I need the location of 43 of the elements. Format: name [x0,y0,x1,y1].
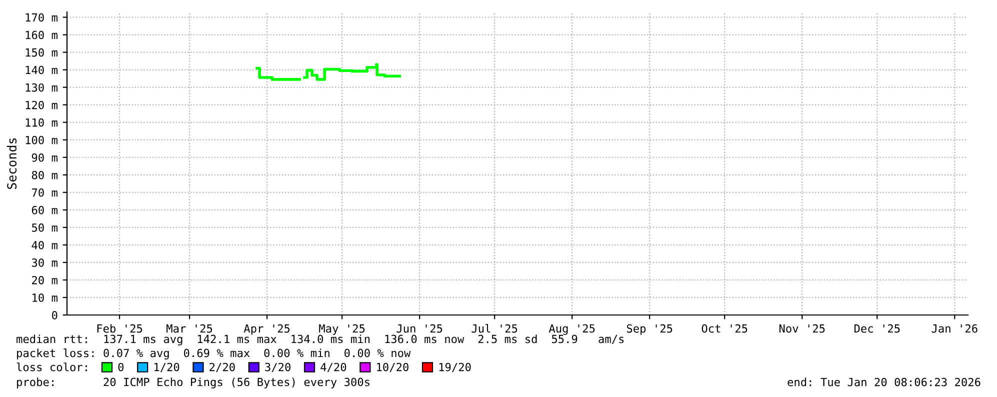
y-tick-label: 160 m [26,30,58,40]
y-tick-label: 120 m [26,100,58,110]
y-tick-label: 10 m [32,293,58,302]
x-tick-label: Sep '25 [626,324,672,335]
x-tick-label: Dec '25 [854,324,900,333]
y-tick-label: 130 m [26,83,58,92]
legend-label: 3/20 [265,362,290,372]
legend-label: 2/20 [210,362,235,372]
y-tick-label: 80 m [32,170,58,180]
y-tick-label: 0 [52,311,58,320]
x-tick-label: Nov '25 [779,324,825,333]
y-tick-label: 70 m [32,188,58,197]
legend-label: 10/20 [377,362,408,372]
y-tick-label: 170 m [26,13,58,22]
legend-label: 4/20 [320,362,346,372]
legend-label: 19/20 [439,362,471,372]
y-tick-label: 100 m [26,136,58,144]
legend-label: 0 [118,362,124,372]
x-tick-label: Aug '25 [548,324,595,335]
y-tick-label: 110 m [26,118,58,127]
x-tick-label: Feb '25 [97,324,142,333]
y-tick-label: 40 m [32,240,58,250]
y-tick-label: 150 m [26,48,58,57]
x-tick-label: Oct '25 [702,324,748,333]
x-tick-label: Jun '25 [396,324,442,333]
y-tick-label: 20 m [32,276,58,284]
x-tick-label: Jul '25 [472,324,518,333]
x-tick-label: Mar '25 [166,324,212,333]
text: packet loss: 0.07 % avg 0.69 % max 0.00 % min 0.00 % now [17,348,411,360]
y-axis-title: Seconds [6,138,17,189]
legend-label: 1/20 [154,362,180,372]
x-tick-label: May '25 [319,324,365,335]
legend-title: loss color: [16,362,87,372]
y-tick-label: 30 m [32,258,58,267]
x-tick-label: Apr '25 [244,324,290,335]
text: median rtt: 137.1 ms avg 142.1 ms max 134.0 ms min 136.0 ms now 2.5 ms sd 55.9 am/s [16,334,624,346]
y-tick-label: 50 m [32,223,58,232]
y-tick-label: 60 m [32,206,58,214]
y-tick-label: 140 m [26,66,58,74]
x-tick-label: Jan '26 [932,324,978,333]
text: probe: 20 ICMP Echo Pings (56 Bytes) every 300s [17,378,370,388]
y-tick-label: 90 m [32,153,58,162]
text: end: Tue Jan 20 08:06:23 2026 [788,378,980,386]
